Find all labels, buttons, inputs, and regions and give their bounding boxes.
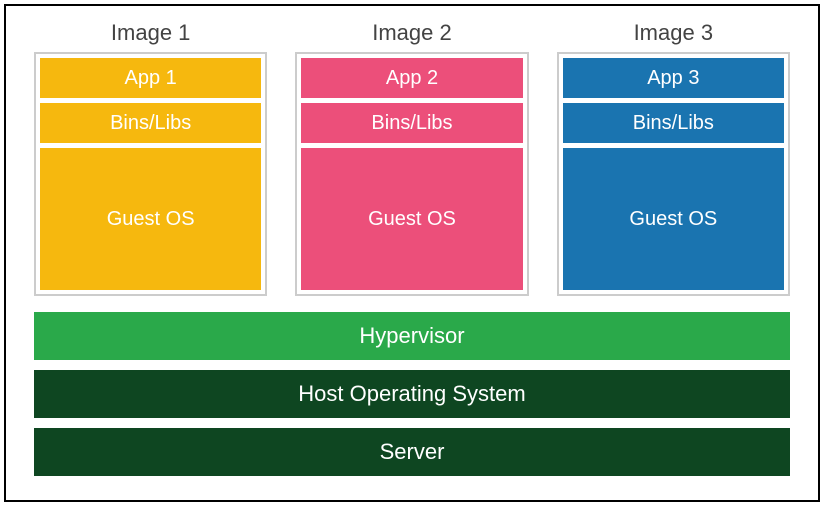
image-column-3: Image 3 App 3 Bins/Libs Guest OS	[557, 20, 790, 296]
bins-layer: Bins/Libs	[562, 102, 785, 144]
guest-os-layer: Guest OS	[39, 147, 262, 291]
diagram-frame: Image 1 App 1 Bins/Libs Guest OS Image 2…	[4, 4, 820, 502]
image-box: App 3 Bins/Libs Guest OS	[557, 52, 790, 296]
image-box: App 1 Bins/Libs Guest OS	[34, 52, 267, 296]
guest-os-layer: Guest OS	[562, 147, 785, 291]
image-title: Image 3	[557, 20, 790, 46]
images-row: Image 1 App 1 Bins/Libs Guest OS Image 2…	[34, 20, 790, 296]
app-layer: App 1	[39, 57, 262, 99]
app-layer: App 3	[562, 57, 785, 99]
image-box: App 2 Bins/Libs Guest OS	[295, 52, 528, 296]
guest-os-layer: Guest OS	[300, 147, 523, 291]
bins-layer: Bins/Libs	[300, 102, 523, 144]
hypervisor-layer: Hypervisor	[34, 312, 790, 360]
bins-layer: Bins/Libs	[39, 102, 262, 144]
host-os-layer: Host Operating System	[34, 370, 790, 418]
image-title: Image 2	[295, 20, 528, 46]
app-layer: App 2	[300, 57, 523, 99]
image-column-1: Image 1 App 1 Bins/Libs Guest OS	[34, 20, 267, 296]
image-title: Image 1	[34, 20, 267, 46]
image-column-2: Image 2 App 2 Bins/Libs Guest OS	[295, 20, 528, 296]
server-layer: Server	[34, 428, 790, 476]
